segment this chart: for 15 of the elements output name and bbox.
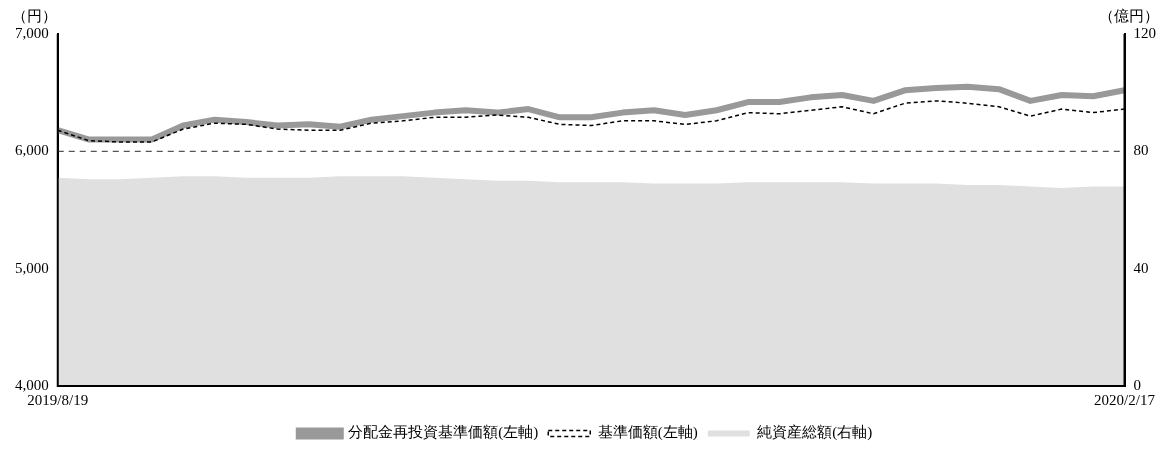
- x-tick-label: 2020/2/17: [1094, 391, 1156, 408]
- legend-label: 純資産総額(右軸): [757, 424, 873, 442]
- y2-tick-label: 80: [1133, 142, 1149, 159]
- y2-tick-label: 40: [1133, 259, 1149, 276]
- y-tick-label: 4,000: [15, 376, 49, 393]
- y2-tick-label: 0: [1133, 376, 1141, 393]
- legend-label: 基準価額(左軸): [597, 424, 698, 442]
- y2-tick-label: 120: [1133, 24, 1156, 41]
- legend-label: 分配金再投資基準価額(左軸): [348, 424, 539, 442]
- y2-axis-title: （億円）: [1099, 8, 1159, 25]
- y-tick-label: 5,000: [15, 259, 49, 276]
- y-tick-label: 6,000: [15, 142, 49, 159]
- x-tick-label: 2019/8/19: [27, 391, 89, 408]
- y-tick-label: 7,000: [15, 24, 49, 41]
- y-axis-title: （円）: [12, 8, 57, 25]
